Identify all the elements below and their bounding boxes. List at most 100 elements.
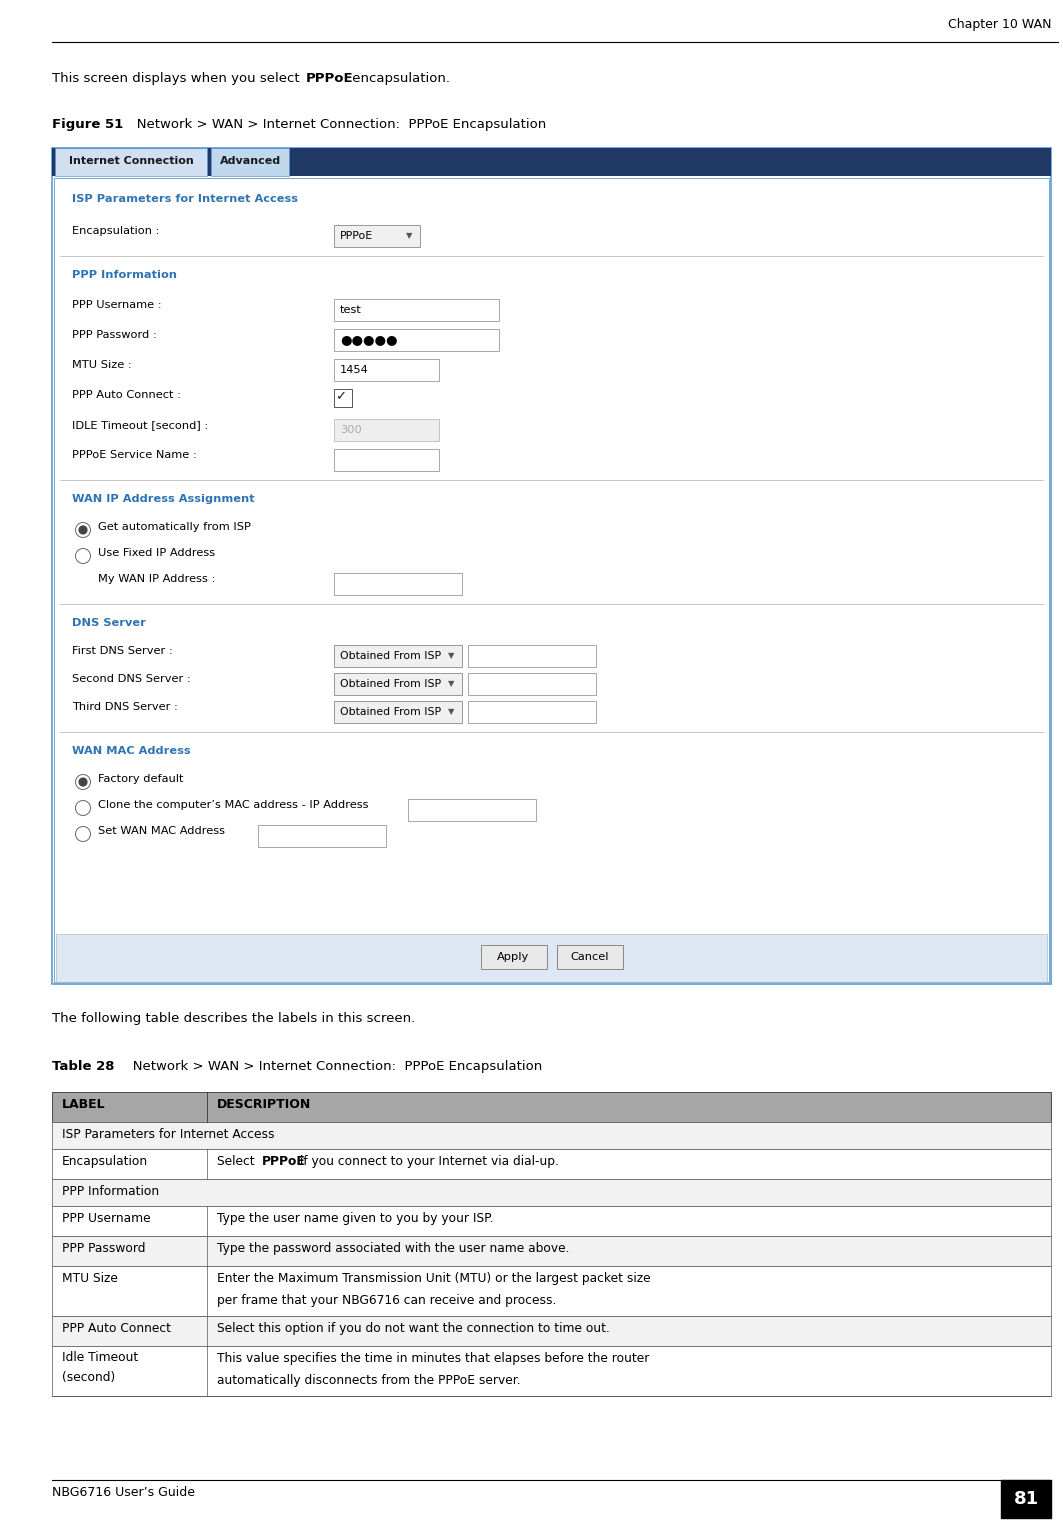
Text: WAN MAC Address: WAN MAC Address [72,747,190,756]
Text: automatically disconnects from the PPPoE server.: automatically disconnects from the PPPoE… [217,1375,521,1387]
Text: NBG6716 User’s Guide: NBG6716 User’s Guide [52,1486,195,1500]
Text: Idle Timeout: Idle Timeout [62,1350,138,1364]
Text: MTU Size: MTU Size [62,1273,118,1285]
Text: PPPoE Service Name :: PPPoE Service Name : [72,450,197,460]
Text: Encapsulation: Encapsulation [62,1155,148,1167]
Bar [557,945,623,969]
Bar [334,450,439,471]
Text: Type the password associated with the user name above.: Type the password associated with the us… [217,1242,570,1254]
Text: Select this option if you do not want the connection to time out.: Select this option if you do not want th… [217,1321,610,1335]
Bar [334,573,462,594]
Text: The following table describes the labels in this screen.: The following table describes the labels… [52,1012,416,1026]
Bar [334,645,462,668]
Text: PPP Username: PPP Username [62,1212,151,1225]
Text: Encapsulation :: Encapsulation : [72,226,159,236]
Bar [480,945,546,969]
Bar [258,824,386,847]
Text: PPP Username :: PPP Username : [72,300,162,309]
Text: DESCRIPTION: DESCRIPTION [217,1097,311,1111]
Bar [334,701,462,722]
Text: Type the user name given to you by your ISP.: Type the user name given to you by your … [217,1212,493,1225]
Text: PPP Information: PPP Information [62,1186,159,1198]
Bar [334,329,499,351]
Bar [468,674,596,695]
Bar [334,389,352,407]
Bar [52,1093,1051,1122]
Text: ▼: ▼ [448,651,455,660]
Text: Obtained From ISP: Obtained From ISP [340,680,441,689]
Text: PPPoE: PPPoE [306,72,354,85]
Bar [52,1317,1051,1346]
Text: PPPoE: PPPoE [340,232,373,241]
Text: Advanced: Advanced [219,155,281,166]
Text: DNS Server: DNS Server [72,619,146,628]
Bar [468,645,596,668]
Bar [210,148,289,175]
Bar [334,226,420,247]
Text: PPP Information: PPP Information [72,270,178,280]
Text: Get automatically from ISP: Get automatically from ISP [98,523,251,532]
Text: Network > WAN > Internet Connection:  PPPoE Encapsulation: Network > WAN > Internet Connection: PPP… [120,1061,542,1073]
Text: Table 28: Table 28 [52,1061,115,1073]
Text: ▼: ▼ [448,680,455,689]
Bar [468,701,596,722]
Text: ▼: ▼ [448,707,455,716]
Text: 81: 81 [1013,1490,1039,1509]
Bar [52,1122,1051,1149]
Text: Use Fixed IP Address: Use Fixed IP Address [98,549,215,558]
Text: This value specifies the time in minutes that elapses before the router: This value specifies the time in minutes… [217,1352,649,1366]
Text: Obtained From ISP: Obtained From ISP [340,651,441,661]
Text: if you connect to your Internet via dial-up.: if you connect to your Internet via dial… [296,1155,559,1167]
Bar [52,1180,1051,1205]
Text: Apply: Apply [497,952,529,962]
Text: Obtained From ISP: Obtained From ISP [340,707,441,716]
Text: Network > WAN > Internet Connection:  PPPoE Encapsulation: Network > WAN > Internet Connection: PPP… [124,117,546,131]
Bar [334,674,462,695]
Text: LABEL: LABEL [62,1097,105,1111]
Bar [52,1149,1051,1180]
Text: Select: Select [217,1155,258,1167]
Text: test: test [340,305,361,315]
Text: WAN IP Address Assignment: WAN IP Address Assignment [72,494,255,504]
Text: MTU Size :: MTU Size : [72,360,132,370]
Text: First DNS Server :: First DNS Server : [72,646,173,655]
Text: ISP Parameters for Internet Access: ISP Parameters for Internet Access [62,1128,274,1141]
Text: ▼: ▼ [406,232,412,241]
Bar [334,360,439,381]
Text: (second): (second) [62,1372,115,1384]
Bar [52,1205,1051,1236]
Text: encapsulation.: encapsulation. [348,72,450,85]
Text: PPP Auto Connect: PPP Auto Connect [62,1321,171,1335]
Text: 300: 300 [340,425,361,434]
Text: ✓: ✓ [335,390,347,404]
Text: Chapter 10 WAN: Chapter 10 WAN [947,18,1051,30]
Bar [334,299,499,322]
Bar [408,799,536,821]
Bar [54,178,1049,981]
Text: ISP Parameters for Internet Access: ISP Parameters for Internet Access [72,194,298,204]
Text: PPPoE: PPPoE [261,1155,305,1167]
Text: Clone the computer’s MAC address - IP Address: Clone the computer’s MAC address - IP Ad… [98,800,369,809]
Text: Set WAN MAC Address: Set WAN MAC Address [98,826,225,837]
Text: Second DNS Server :: Second DNS Server : [72,674,190,684]
Bar [1001,1480,1051,1518]
Text: Third DNS Server :: Third DNS Server : [72,703,178,712]
Text: Enter the Maximum Transmission Unit (MTU) or the largest packet size: Enter the Maximum Transmission Unit (MTU… [217,1273,651,1285]
Bar [52,1236,1051,1266]
Text: My WAN IP Address :: My WAN IP Address : [98,575,216,584]
Text: This screen displays when you select: This screen displays when you select [52,72,304,85]
Text: 1454: 1454 [340,366,369,375]
Circle shape [79,779,87,786]
Text: PPP Password: PPP Password [62,1242,146,1254]
Text: PPP Password :: PPP Password : [72,331,156,340]
Bar [52,1346,1051,1396]
Text: ●●●●●: ●●●●● [340,334,398,346]
Text: IDLE Timeout [second] :: IDLE Timeout [second] : [72,421,208,430]
Bar [52,148,1051,985]
Circle shape [79,526,87,533]
Text: Internet Connection: Internet Connection [69,155,193,166]
Text: PPP Auto Connect :: PPP Auto Connect : [72,390,181,399]
Bar [52,148,1051,175]
Text: per frame that your NBG6716 can receive and process.: per frame that your NBG6716 can receive … [217,1294,556,1308]
Bar [55,148,207,175]
